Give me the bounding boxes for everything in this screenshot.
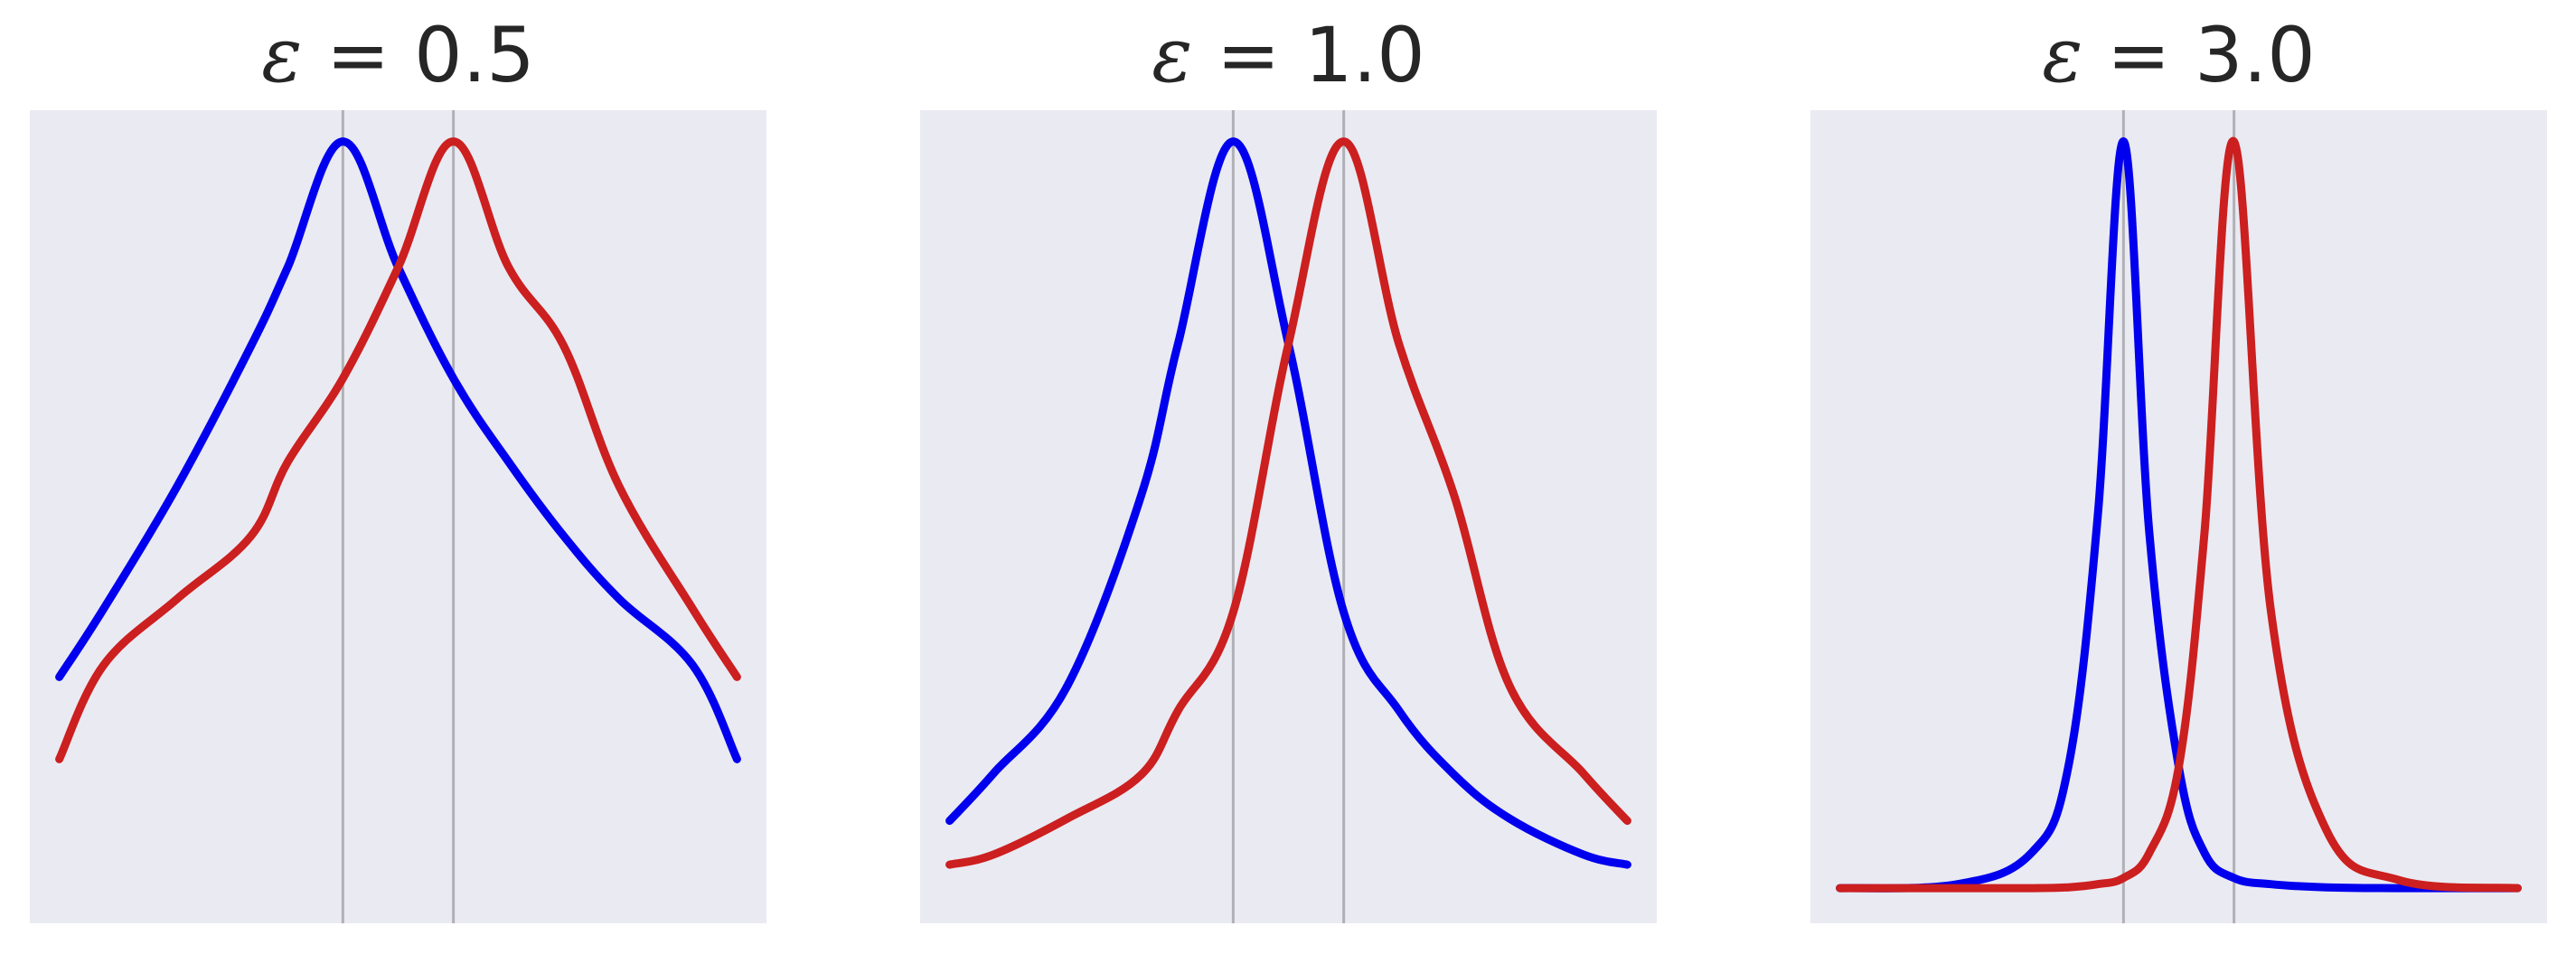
series-line-blue [55,137,741,763]
subplot-title: ε = 0.5 [261,11,534,99]
subplot-eps-0-5: ε = 0.5 [30,11,766,923]
subplot-eps-1-0: ε = 1.0 [920,11,1657,923]
series-line-blue [1836,137,2522,893]
series-line-red [55,137,741,763]
plot-area-background [920,110,1657,923]
series-line-red [945,137,1631,869]
subplot-title: ε = 3.0 [2042,11,2315,99]
series-line-red [1836,137,2522,893]
subplot-eps-3-0: ε = 3.0 [1810,11,2547,923]
plot-area-background [30,110,766,923]
plot-area-background [1810,110,2547,923]
series-line-blue [945,137,1631,869]
subplot-title: ε = 1.0 [1152,11,1424,99]
